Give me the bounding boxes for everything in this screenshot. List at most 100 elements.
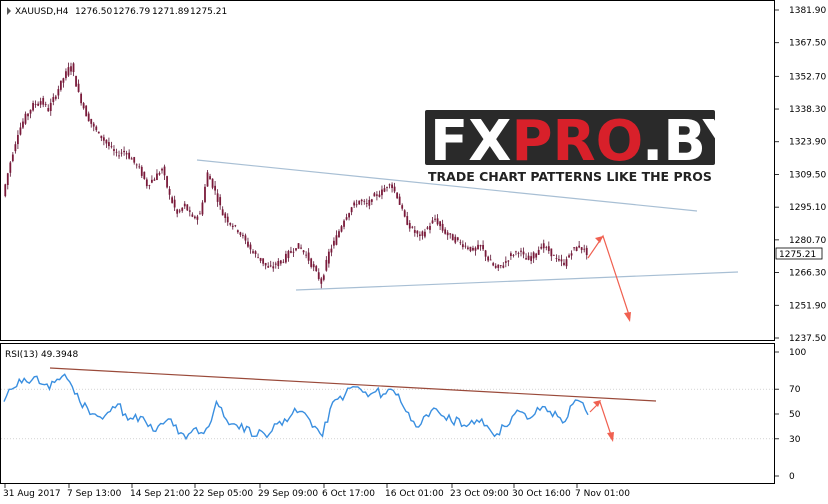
lower-trendline[interactable]	[295, 271, 739, 291]
chart-header: XAUUSD,H4 1276.50 1276.79 1271.89 1275.2…	[7, 7, 227, 17]
candle-body	[378, 194, 381, 197]
candle-body	[451, 234, 454, 241]
candle-body	[340, 226, 343, 232]
logo-tagline: TRADE CHART PATTERNS LIKE THE PROS	[428, 169, 712, 184]
candle-body	[348, 213, 350, 218]
candle-body	[156, 173, 158, 180]
candle-body	[424, 231, 426, 237]
candle-body	[226, 216, 229, 223]
candle-body	[188, 210, 191, 212]
candle-body	[11, 154, 14, 162]
candle-body	[315, 266, 318, 272]
candle-body	[461, 244, 464, 248]
candle-body	[580, 247, 583, 250]
candle-body	[441, 223, 444, 231]
candle-body	[262, 258, 265, 264]
candle-body	[150, 179, 153, 183]
candle-body	[522, 251, 525, 255]
candle-body	[494, 265, 497, 268]
candle-body	[504, 261, 507, 263]
candle-body	[446, 232, 449, 236]
candle-body	[102, 137, 105, 141]
candle-body	[464, 245, 467, 247]
candle-body	[138, 166, 141, 168]
candle-body	[537, 249, 540, 255]
price-tick-label: 1237.50	[789, 334, 826, 344]
candle-body	[292, 251, 295, 253]
candle-body	[545, 247, 548, 248]
upper-trendline[interactable]	[196, 159, 698, 212]
collapse-icon[interactable]	[7, 7, 11, 15]
candle-body	[140, 166, 143, 176]
candle-body	[75, 76, 77, 87]
candle-body	[4, 184, 7, 197]
candle-body	[6, 173, 9, 185]
candle-body	[449, 233, 452, 235]
candle-body	[391, 184, 393, 189]
candle-body	[472, 247, 474, 251]
candle-body	[406, 216, 409, 225]
candle-body	[302, 250, 305, 253]
candle-body	[214, 185, 216, 191]
candle-body	[229, 223, 232, 225]
candle-body	[176, 209, 179, 214]
candle-body	[307, 252, 310, 261]
candle-body	[82, 103, 85, 109]
candle-body	[525, 258, 527, 260]
candle-body	[439, 221, 442, 227]
candle-body	[555, 258, 558, 259]
candle-body	[49, 102, 52, 112]
candle-body	[383, 188, 386, 192]
candle-body	[368, 199, 371, 206]
candle-body	[257, 257, 259, 259]
candle-body	[408, 222, 411, 229]
candle-body	[403, 210, 406, 217]
candle-body	[499, 265, 502, 266]
candle-body	[585, 247, 588, 256]
candle-body	[436, 218, 439, 225]
time-tick-label: 6 Oct 17:00	[322, 489, 375, 499]
price-tick-label: 1280.70	[789, 236, 826, 246]
candle-body	[236, 230, 239, 233]
time-tick-label: 30 Oct 16:00	[512, 489, 571, 499]
candles-series	[4, 62, 588, 289]
candle-body	[376, 194, 378, 196]
candle-body	[454, 236, 457, 243]
candle-body	[125, 153, 128, 155]
candle-body	[224, 213, 227, 218]
candle-body	[193, 216, 196, 219]
time-tick-label: 23 Oct 09:00	[450, 489, 509, 499]
candle-body	[274, 263, 277, 265]
candle-body	[39, 101, 42, 105]
candle-body	[259, 257, 262, 261]
candle-body	[92, 123, 95, 127]
candle-body	[37, 103, 40, 106]
candle-body	[512, 255, 515, 256]
candle-body	[325, 259, 328, 271]
price-tick-label: 1381.90	[789, 6, 826, 16]
candle-body	[161, 168, 163, 171]
candle-body	[148, 185, 151, 186]
candle-body	[575, 246, 578, 251]
time-tick-label: 7 Nov 01:00	[575, 489, 630, 499]
candle-body	[484, 250, 487, 257]
candle-body	[295, 248, 297, 251]
candle-body	[565, 259, 568, 267]
candle-body	[474, 247, 477, 251]
candle-body	[305, 254, 308, 256]
candle-body	[252, 251, 254, 253]
candle-body	[310, 258, 313, 267]
forecast-arrow-price	[587, 234, 631, 322]
candle-body	[532, 252, 535, 259]
candle-body	[358, 200, 361, 205]
rsi-panel[interactable]	[0, 343, 775, 484]
candle-body	[530, 256, 533, 261]
time-tick-label: 16 Oct 01:00	[385, 489, 444, 499]
candle-body	[234, 225, 237, 227]
candle-body	[338, 231, 340, 238]
rsi-trendline[interactable]	[49, 367, 657, 402]
time-axis: 31 Aug 2017 7 Sep 13:00 14 Sep 21:00 22 Sep…	[3, 484, 630, 499]
candle-body	[14, 144, 17, 152]
